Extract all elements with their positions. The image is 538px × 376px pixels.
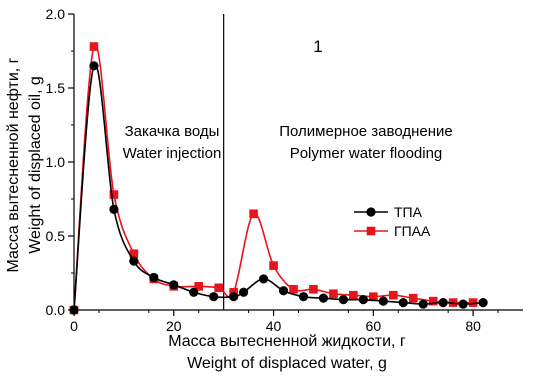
water-injection-label-ru: Закачка воды (125, 123, 220, 140)
legend-label: ТПА (394, 204, 423, 220)
data-point (398, 298, 408, 308)
legend-entry: ТПА (354, 204, 423, 220)
legend-swatch-marker (366, 207, 376, 217)
y-tick-label: 0.0 (46, 302, 66, 318)
data-point (309, 284, 318, 294)
data-point (298, 292, 309, 302)
data-point (468, 298, 478, 307)
y-axis-title-en: Weight of displaced oil, g (27, 76, 44, 254)
data-point (89, 61, 99, 71)
y-tick-label: 0.5 (46, 228, 66, 244)
data-point (258, 274, 269, 284)
data-point (249, 209, 258, 219)
data-point (408, 293, 418, 303)
data-point (109, 204, 119, 214)
data-point (289, 284, 298, 294)
x-tick-label: 80 (465, 318, 481, 334)
legend-label: ГПАА (394, 223, 431, 239)
data-point (214, 283, 223, 293)
panel-number: 1 (313, 37, 322, 56)
data-point (69, 305, 79, 315)
y-axis-title-ru: Масса вытесненной нефти, г (5, 57, 22, 272)
y-tick-label: 1.5 (46, 80, 66, 96)
x-tick-label: 20 (166, 318, 182, 334)
x-tick-label: 60 (366, 318, 382, 334)
legend: ТПА ГПАА (354, 204, 431, 239)
series-gpaa (69, 42, 478, 315)
data-point (269, 261, 278, 270)
data-point (338, 295, 348, 305)
y-tick-label: 2.0 (46, 6, 66, 22)
x-tick-label: 40 (266, 318, 282, 334)
x-axis-title-en: Weight of displaced water, g (187, 355, 387, 372)
series-tpa (69, 61, 488, 315)
data-point (318, 293, 329, 303)
data-point (149, 272, 159, 283)
data-point (358, 295, 368, 305)
data-point (349, 290, 358, 300)
data-point (388, 290, 398, 300)
legend-swatch-marker (366, 226, 376, 236)
data-point (209, 292, 219, 302)
data-point (428, 296, 438, 306)
data-point (418, 299, 428, 309)
water-injection-label-en: Water injection (123, 145, 222, 162)
data-point (129, 249, 139, 259)
data-point (378, 296, 388, 306)
series-line (73, 43, 474, 311)
polymer-flooding-label-ru: Полимерное заводнение (279, 123, 452, 140)
data-point (329, 289, 338, 299)
data-point (278, 286, 289, 296)
x-tick-label: 0 (70, 318, 78, 334)
data-point (194, 282, 204, 291)
y-tick-label: 1.0 (46, 154, 66, 170)
polymer-flooding-label-en: Polymer water flooding (290, 145, 443, 162)
data-point (189, 287, 199, 297)
axes: 0 20 40 60 80 0.0 0.5 1.0 1.5 2.0 (46, 6, 523, 334)
data-point (438, 298, 448, 308)
x-axis-title-ru: Масса вытесненной жидкости, г (168, 333, 406, 350)
data-point (458, 299, 468, 309)
data-point (169, 280, 179, 290)
data-point (478, 298, 488, 308)
data-point (229, 292, 239, 302)
data-point (369, 292, 378, 301)
data-point (109, 190, 119, 199)
legend-entry: ГПАА (354, 223, 431, 239)
data-point (239, 287, 249, 297)
data-point (89, 42, 99, 51)
series-layer (69, 42, 488, 315)
data-point (129, 256, 139, 266)
